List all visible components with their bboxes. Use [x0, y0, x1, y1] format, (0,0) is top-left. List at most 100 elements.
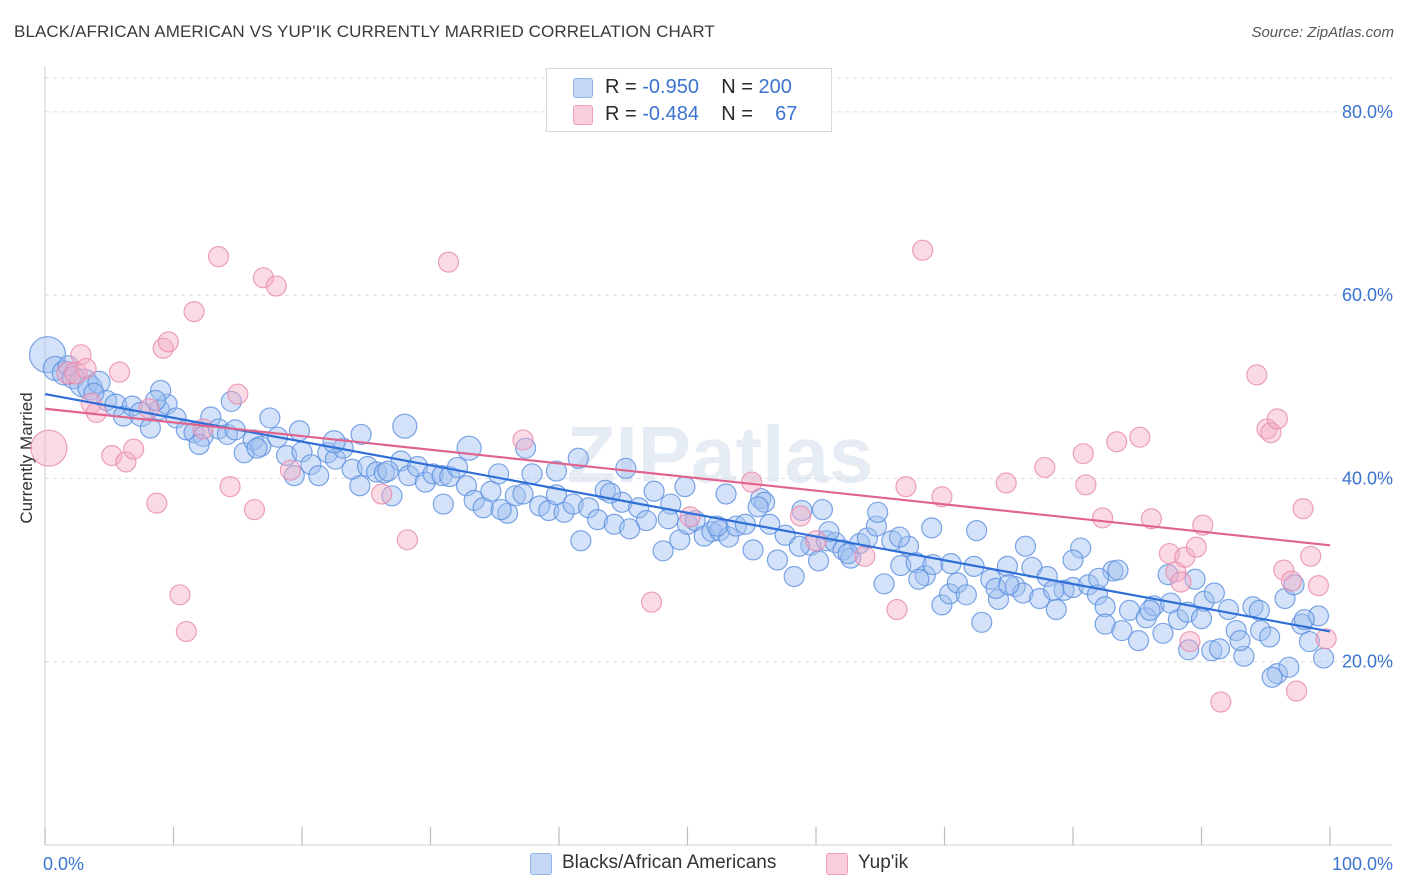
n-label: N =: [721, 103, 753, 125]
blacks-point: [398, 465, 420, 487]
blacks-point: [674, 476, 696, 498]
blacks-point: [300, 454, 322, 476]
blacks-point: [586, 509, 609, 531]
yupik-point: [886, 598, 908, 621]
blacks-point: [463, 489, 485, 512]
blacks-point: [946, 572, 968, 594]
yupik-point: [1285, 680, 1308, 702]
blacks-point: [480, 480, 502, 502]
blacks-point: [811, 498, 834, 521]
blacks-point: [908, 568, 930, 590]
yupik-point: [931, 486, 953, 508]
blacks-point: [766, 549, 789, 571]
blacks-point: [504, 485, 526, 507]
y-tick-label: 20.0%: [1342, 652, 1393, 672]
yupik-point: [437, 251, 460, 273]
yupik-point: [1072, 443, 1094, 465]
blacks-point: [570, 530, 592, 552]
yupik-point: [279, 459, 302, 481]
blacks-point: [914, 564, 936, 587]
blacks-point: [1217, 598, 1240, 621]
blacks-point: [750, 487, 772, 510]
blacks-point: [414, 471, 436, 493]
blacks-point: [742, 539, 764, 561]
blacks-point: [497, 502, 519, 524]
blacks-point: [512, 483, 534, 505]
blacks-point: [350, 423, 372, 446]
blacks-point: [545, 460, 568, 482]
yupik-point: [1300, 545, 1322, 567]
yupik-point: [108, 361, 131, 383]
blacks-point: [1278, 656, 1300, 678]
blacks-point: [1014, 535, 1037, 557]
yupik-point: [1260, 421, 1282, 444]
yupik-point: [1292, 498, 1314, 520]
yupik-point: [175, 620, 197, 643]
blacks-point: [490, 498, 512, 521]
blacks-point: [998, 574, 1020, 596]
yupik-point: [512, 429, 534, 451]
r-label: R =: [605, 103, 637, 125]
blacks-point: [1233, 645, 1255, 667]
blacks-point: [867, 501, 889, 523]
blacks-point: [888, 526, 911, 548]
r-value: -0.950: [642, 76, 699, 98]
y-tick-label: 40.0%: [1342, 468, 1393, 488]
blacks-point: [392, 413, 418, 439]
yupik-point: [640, 591, 663, 613]
yupik-point: [1075, 474, 1097, 496]
r-label: R =: [605, 76, 637, 98]
source-label: Source: ZipAtlas.com: [1251, 24, 1394, 41]
yupik-point: [64, 361, 88, 385]
yupik-point: [138, 398, 160, 420]
blacks-point: [246, 437, 268, 459]
yupik-point: [243, 498, 266, 521]
yupik-trend-line: [44, 407, 1331, 547]
yupik-point: [1091, 507, 1114, 529]
blacks-point: [1167, 608, 1189, 631]
blacks-point: [373, 462, 395, 484]
yupik-point: [1266, 408, 1288, 430]
blacks-point: [1139, 599, 1161, 621]
yupik-point: [1246, 364, 1268, 386]
blacks-point: [521, 463, 543, 485]
blacks-point: [422, 463, 444, 485]
yupik-point: [805, 530, 827, 552]
yupik-point: [183, 301, 205, 323]
blacks-point: [188, 433, 210, 456]
blacks-point: [657, 508, 679, 530]
blacks-point: [1298, 630, 1321, 653]
blacks-point: [715, 483, 737, 505]
yupik-point: [1192, 514, 1214, 536]
blacks-point: [1229, 630, 1251, 652]
yupik-point: [115, 451, 137, 473]
blacks-point: [577, 497, 600, 519]
blacks-point: [1307, 605, 1330, 627]
x-tick-label: 100.0%: [1332, 854, 1393, 874]
blacks-point: [87, 370, 111, 394]
yupik-point: [157, 331, 179, 353]
yupik-swatch: [573, 105, 593, 125]
yupik-point: [895, 476, 917, 498]
blacks-point: [939, 583, 961, 605]
yupik-point: [252, 267, 275, 289]
blacks-trend-line: [44, 393, 1331, 633]
yupik-point: [169, 584, 191, 606]
blacks-point: [1094, 613, 1116, 635]
chart-title: BLACK/AFRICAN AMERICAN VS YUP'IK CURRENT…: [14, 22, 715, 41]
yupik-point: [912, 239, 934, 261]
blacks-legend-swatch: [530, 853, 552, 875]
yupik-point: [1129, 426, 1151, 448]
blacks-point: [1259, 626, 1281, 648]
blacks-point: [377, 460, 399, 482]
y-tick-label: 60.0%: [1342, 285, 1393, 305]
blacks-point: [288, 420, 311, 442]
yupik-point: [1210, 691, 1232, 713]
yupik-legend-swatch: [826, 853, 848, 875]
yupik-point: [70, 344, 92, 366]
blacks-point: [955, 584, 977, 606]
blacks-point: [1107, 559, 1129, 581]
blacks-point: [432, 493, 454, 515]
blacks-point: [488, 463, 510, 485]
blacks-point: [718, 526, 740, 548]
